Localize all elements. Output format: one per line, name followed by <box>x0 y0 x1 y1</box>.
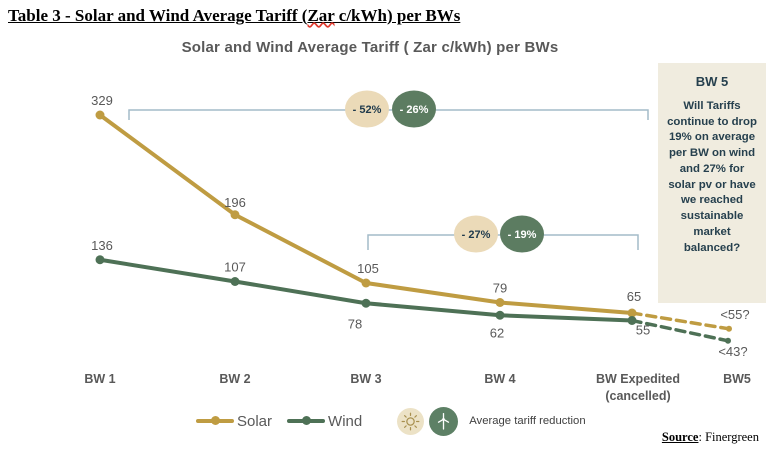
solar-projection-line <box>630 311 731 331</box>
wind-turbine-icon-glyph <box>438 412 450 430</box>
reduction-badge-label: - 52% <box>353 104 382 116</box>
reduction-badge <box>345 90 389 128</box>
wind-data-point <box>95 255 105 265</box>
chart-title: Solar and Wind Average Tariff ( Zar c/kW… <box>181 39 559 56</box>
table-heading: Table 3 - Solar and Wind Average Tariff … <box>8 6 460 26</box>
source-note: Source: Finergreen <box>662 430 759 445</box>
wind-line-swatch <box>287 416 326 426</box>
wind-data-point <box>495 310 505 320</box>
wind-projection-line <box>630 318 730 343</box>
solar-projection-label: <55? <box>720 307 749 322</box>
x-axis-label: BW 2 <box>219 372 250 386</box>
wind-value-label: 62 <box>490 325 504 340</box>
source-label: Source <box>661 430 699 444</box>
wind-value-label: 78 <box>348 316 362 331</box>
solar-marker-dot <box>210 416 220 426</box>
wind-value-label: 136 <box>91 238 113 253</box>
solar-data-point <box>95 110 105 120</box>
reduction-badge <box>454 215 498 253</box>
wind-projection-label: <43? <box>718 344 747 359</box>
solar-data-point <box>495 298 505 307</box>
table-heading-post: c/kWh) per BWs <box>334 6 461 25</box>
solar-data-point <box>361 278 371 288</box>
wind-data-point <box>361 298 371 308</box>
wind-projection-end <box>725 337 731 344</box>
solar-value-label: 105 <box>357 261 379 276</box>
sun-icon-glyph <box>401 412 420 430</box>
chart-legend: Solar Wind <box>196 405 586 437</box>
x-axis-label: BW Expedited <box>596 372 680 386</box>
wind-marker-dot <box>301 416 311 426</box>
table-heading-misspelled-word: Zar <box>307 6 335 25</box>
reduction-badge-label: - 19% <box>508 229 537 241</box>
bw5-callout-body: Will Tariffs continue to drop 19% on ave… <box>667 100 757 254</box>
table-heading-pre: Table 3 - Solar and Wind Average Tariff … <box>8 6 308 25</box>
solar-data-point <box>230 210 240 220</box>
x-axis-label: (cancelled) <box>605 389 670 403</box>
sun-icon <box>397 407 425 435</box>
reduction-badge <box>500 215 544 253</box>
x-axis-label: BW 4 <box>484 372 515 386</box>
solar-data-point <box>627 308 637 318</box>
wind-data-point <box>627 316 637 325</box>
wind-value-label: 107 <box>224 260 246 275</box>
solar-value-label: 65 <box>627 289 641 304</box>
reduction-badge-label: - 26% <box>400 104 429 116</box>
bw5-callout-box: BW 5 Will Tariffs continue to drop 19% o… <box>658 63 766 303</box>
x-axis-label: BW5 <box>723 372 751 386</box>
solar-value-label: 79 <box>493 281 507 296</box>
reduction-caption: Average tariff reduction <box>469 415 586 427</box>
reduction-badge-label: - 27% <box>462 229 491 241</box>
x-axis-label: BW 1 <box>84 372 115 386</box>
source-value: : Finergreen <box>698 430 759 444</box>
legend-label-wind: Wind <box>328 412 363 430</box>
x-axis-label: BW 3 <box>350 372 381 386</box>
reduction-badge <box>392 90 436 128</box>
solar-line-swatch <box>196 416 234 426</box>
wind-turbine-icon <box>429 406 459 436</box>
legend-item-solar: Solar <box>196 413 272 430</box>
wind-data-point <box>230 277 240 286</box>
solar-value-label: 329 <box>91 93 113 108</box>
solar-projection-end <box>726 325 732 332</box>
bw5-callout-title: BW 5 <box>695 74 729 89</box>
solar-value-label: 196 <box>224 195 246 210</box>
legend-label-solar: Solar <box>237 412 273 430</box>
legend-item-wind: Wind <box>287 413 362 430</box>
wind-value-label: 55 <box>636 323 650 338</box>
